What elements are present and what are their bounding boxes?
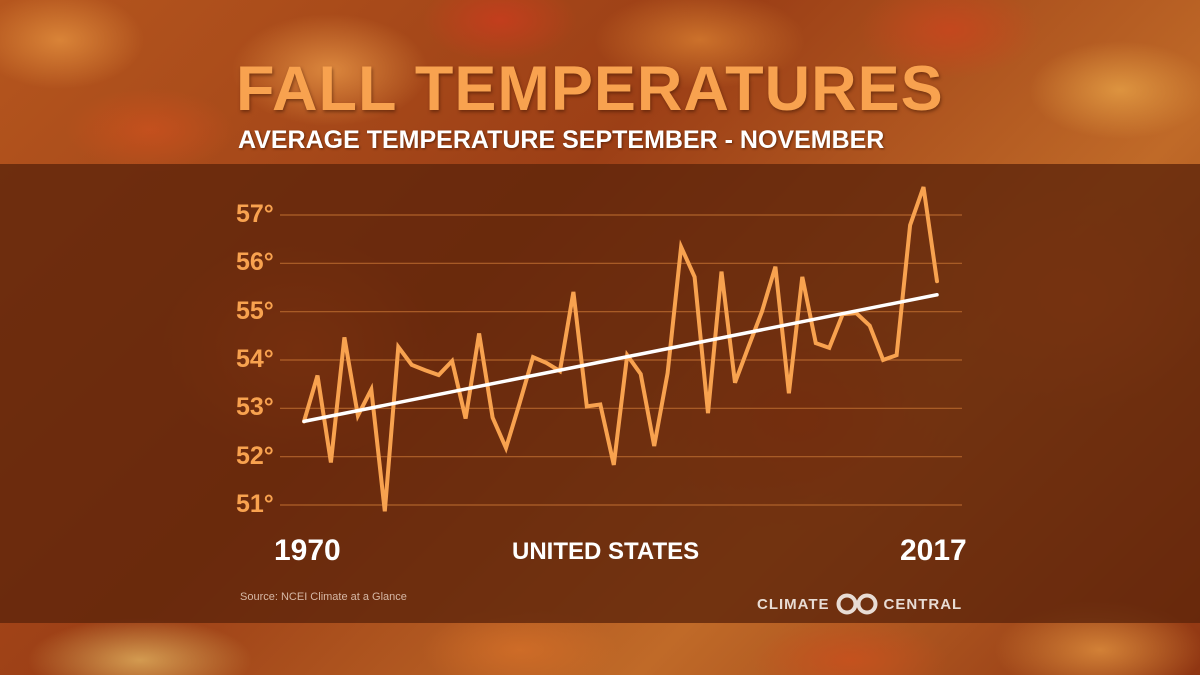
y-tick-label: 51° xyxy=(236,490,274,518)
region-label: UNITED STATES xyxy=(512,538,700,565)
x-axis-start-label: 1970 xyxy=(274,534,341,567)
trend-line xyxy=(302,293,939,424)
y-tick-label: 57° xyxy=(236,200,274,228)
chart-panel-overlay xyxy=(0,164,1200,623)
brand-text-left: CLIMATE xyxy=(757,595,830,613)
gridlines xyxy=(280,214,962,506)
chart-subtitle: AVERAGE TEMPERATURE SEPTEMBER - NOVEMBER xyxy=(238,126,885,154)
temperature-series-line xyxy=(302,186,939,512)
source-note: Source: NCEI Climate at a Glance xyxy=(240,591,407,603)
y-tick-label: 55° xyxy=(236,296,274,325)
brand-text-right: CENTRAL xyxy=(883,595,963,613)
y-tick-label: 56° xyxy=(236,248,274,277)
x-axis-end-label: 2017 xyxy=(900,534,967,567)
y-tick-label: 52° xyxy=(236,441,274,470)
climate-central-logo-icon xyxy=(836,593,878,615)
y-tick-label: 54° xyxy=(236,345,274,373)
chart-title: FALL TEMPERATURES xyxy=(236,54,944,124)
y-tick-label: 53° xyxy=(236,393,274,422)
climate-central-brand: CLIMATE CENTRAL xyxy=(757,593,962,615)
